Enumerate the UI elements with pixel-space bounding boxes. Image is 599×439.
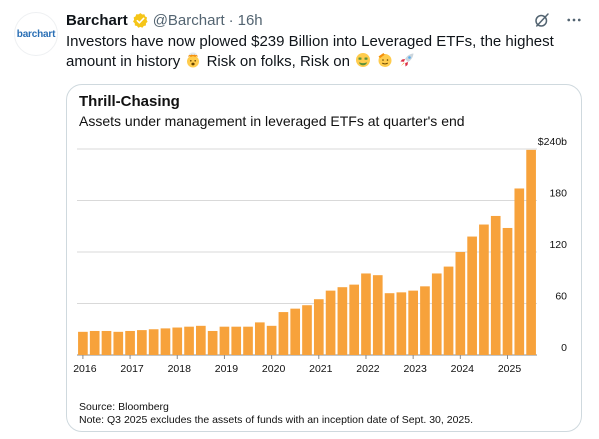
bar-2023Q4 — [443, 266, 454, 355]
bar-2021Q1 — [313, 299, 324, 355]
grok-icon[interactable] — [533, 11, 551, 29]
author-handle[interactable]: @Barchart — [152, 11, 225, 29]
x-tick-label: 2018 — [168, 363, 192, 375]
x-tick-label: 2025 — [498, 363, 522, 375]
bar-2020Q2 — [278, 312, 289, 355]
bar-2018Q4 — [207, 330, 218, 355]
y-tick-label: 120 — [549, 239, 567, 251]
tweet-text-part1: Investors have now plowed $239 Billion i… — [66, 33, 554, 70]
bar-2017Q2 — [137, 330, 147, 355]
author-avatar[interactable]: barchart — [14, 12, 58, 56]
bar-2024Q1 — [455, 252, 466, 355]
bar-2018Q3 — [196, 325, 206, 355]
tweet-timestamp[interactable]: 16h — [237, 11, 263, 29]
money-mouth-emoji — [355, 52, 371, 68]
x-tick-label: 2024 — [451, 363, 475, 375]
y-tick-label: 180 — [549, 188, 567, 200]
bar-2023Q1 — [408, 290, 418, 356]
bar-2019Q2 — [231, 326, 242, 355]
x-tick-label: 2023 — [403, 363, 427, 375]
chart-title: Thrill-Chasing — [79, 93, 180, 110]
x-tick-label: 2016 — [73, 363, 97, 375]
bar-2021Q3 — [337, 287, 348, 355]
bar-2019Q1 — [219, 326, 230, 355]
bar-2022Q4 — [396, 292, 407, 355]
bar-2025Q2 — [514, 188, 525, 355]
bar-2023Q2 — [420, 286, 430, 355]
exploding-head-emoji — [185, 52, 201, 68]
bar-2022Q3 — [384, 293, 395, 355]
bar-2024Q3 — [479, 224, 489, 355]
bar-2017Q3 — [148, 329, 159, 355]
bar-2024Q4 — [490, 215, 501, 355]
bar-2021Q4 — [349, 284, 360, 355]
bar-2016Q4 — [113, 331, 124, 355]
tweet-header: Barchart @Barchart · 16h — [66, 10, 583, 30]
y-tick-label: 0 — [561, 342, 567, 354]
bar-2022Q2 — [372, 275, 383, 355]
bar-2023Q3 — [431, 273, 442, 355]
bar-2022Q1 — [361, 273, 371, 355]
bar-2021Q2 — [325, 290, 336, 356]
bar-2020Q3 — [290, 308, 301, 355]
x-tick-label: 2021 — [309, 363, 333, 375]
more-icon[interactable] — [565, 11, 583, 29]
bar-2025Q1 — [502, 227, 513, 355]
rocket-emoji — [399, 52, 415, 68]
chart-image-card[interactable]: Thrill-Chasing Assets under management i… — [66, 84, 582, 432]
bar-2019Q4 — [254, 322, 265, 355]
bar-2016Q1 — [78, 331, 88, 355]
header-actions — [533, 11, 583, 29]
bar-2024Q2 — [467, 236, 477, 355]
bar-2019Q3 — [243, 326, 253, 355]
bar-2018Q1 — [172, 327, 183, 355]
bar-2017Q1 — [125, 330, 135, 355]
author-name[interactable]: Barchart — [66, 11, 128, 29]
saluting-face-emoji — [377, 52, 393, 68]
verified-badge-icon[interactable] — [132, 12, 149, 29]
tweet-text: Investors have now plowed $239 Billion i… — [66, 32, 576, 72]
x-tick-label: 2022 — [356, 363, 380, 375]
x-tick-label: 2019 — [215, 363, 239, 375]
x-tick-label: 2020 — [262, 363, 286, 375]
footnote: Note: Q3 2025 excludes the assets of fun… — [79, 414, 474, 426]
bar-2018Q2 — [184, 326, 194, 355]
bar-2020Q4 — [302, 305, 312, 355]
chart-subtitle: Assets under management in leveraged ETF… — [79, 113, 465, 129]
y-tick-label: 60 — [555, 291, 567, 303]
bar-2025Q3 — [526, 149, 536, 355]
bar-2020Q1 — [266, 325, 277, 355]
bar-2016Q3 — [101, 330, 112, 355]
y-tick-label: $240b — [538, 136, 567, 148]
source-note: Source: Bloomberg — [79, 401, 169, 413]
separator-dot: · — [228, 11, 234, 29]
tweet-text-part2: Risk on folks, Risk on — [206, 53, 350, 70]
bar-2017Q4 — [160, 328, 171, 355]
bar-chart: 0 60 120 180 $240b 2016 2017 2018 2019 2020 2021 20… — [73, 136, 567, 375]
bar-2016Q2 — [89, 330, 100, 355]
x-tick-label: 2017 — [120, 363, 144, 375]
